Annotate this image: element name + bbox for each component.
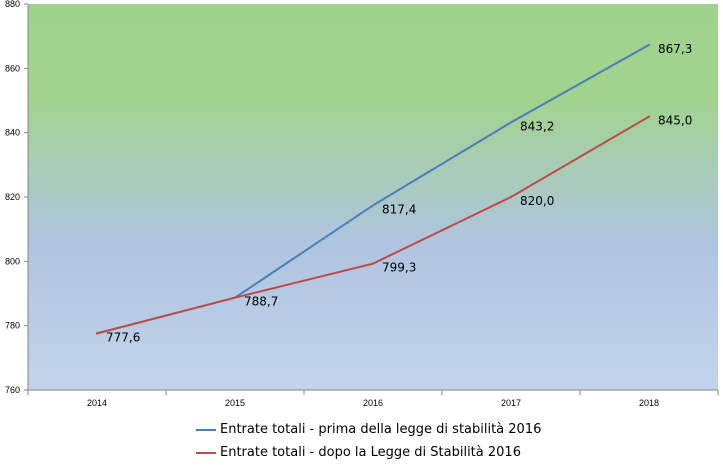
axes: 760 780 800 820 840 860 880 2014 2015 2016 2017 201…: [5, 0, 719, 408]
x-tick-label: 2016: [363, 398, 383, 408]
x-tick-label: 2014: [87, 398, 107, 408]
data-point: [510, 121, 512, 124]
x-tick-label: 2015: [225, 398, 245, 408]
data-label: 820,0: [520, 194, 554, 208]
plot-area: [28, 4, 718, 390]
x-tick-label: 2018: [639, 398, 659, 408]
legend-swatch-blue: [196, 428, 216, 431]
data-label: 843,2: [520, 119, 554, 133]
y-tick-label: 760: [5, 385, 20, 395]
legend-entry-prima: Entrate totali - prima della legge di st…: [196, 418, 541, 441]
legend: Entrate totali - prima della legge di st…: [196, 418, 541, 464]
data-label: 777,6: [106, 330, 140, 344]
legend-label-dopo: Entrate totali - dopo la Legge di Stabil…: [220, 445, 521, 460]
legend-entry-dopo: Entrate totali - dopo la Legge di Stabil…: [196, 441, 541, 464]
x-tick-label: 2017: [501, 398, 521, 408]
data-label: 867,3: [658, 42, 692, 56]
data-label: 799,3: [382, 261, 416, 275]
data-label: 788,7: [244, 295, 278, 309]
data-point: [372, 262, 374, 265]
data-point: [372, 204, 374, 207]
data-label: 817,4: [382, 202, 416, 216]
data-labels: 817,4 843,2 867,3 777,6 788,7 799,3 820,0 845,0: [106, 42, 692, 345]
data-point: [234, 296, 236, 299]
y-tick-label: 780: [5, 321, 20, 331]
y-tick-label: 880: [5, 0, 20, 9]
legend-label-prima: Entrate totali - prima della legge di st…: [220, 422, 542, 437]
y-tick-label: 820: [5, 192, 20, 202]
y-tick-label: 800: [5, 256, 20, 266]
data-point: [510, 196, 512, 198]
series-layer: [96, 43, 650, 335]
y-tick-label: 840: [5, 128, 20, 138]
data-point: [648, 43, 650, 46]
data-point: [648, 115, 650, 118]
legend-swatch-red: [196, 451, 216, 454]
data-label: 845,0: [658, 114, 692, 128]
data-point: [96, 332, 98, 335]
y-tick-label: 860: [5, 63, 20, 73]
